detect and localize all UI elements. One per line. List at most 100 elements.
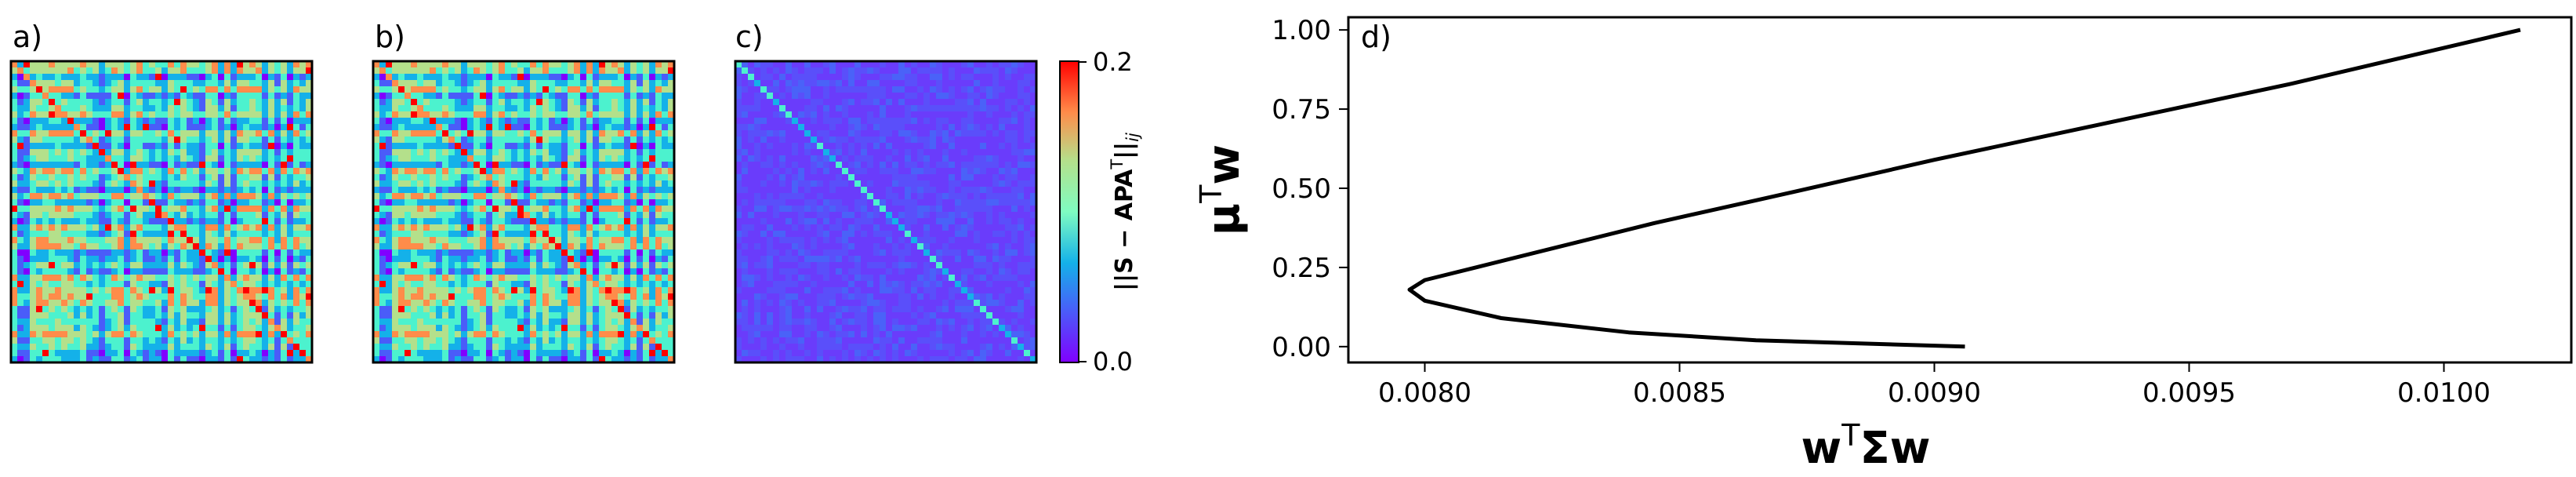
heatmap-cell [24, 281, 31, 288]
heatmap-cell [593, 162, 600, 169]
heatmap-cell [624, 162, 631, 169]
heatmap-cell [93, 231, 100, 238]
heatmap-cell [205, 262, 212, 269]
heatmap-cell [262, 218, 269, 225]
heatmap-cell [637, 243, 644, 250]
heatmap-cell [599, 312, 606, 319]
heatmap-cell [237, 105, 244, 112]
heatmap-cell [293, 124, 300, 131]
heatmap-cell [49, 193, 56, 200]
heatmap-cell [555, 67, 562, 75]
heatmap-cell [586, 67, 593, 75]
heatmap-cell [36, 149, 43, 156]
heatmap-cell [649, 293, 656, 300]
heatmap-cell [24, 224, 31, 231]
heatmap-cell [436, 67, 443, 75]
heatmap-cell [224, 137, 231, 144]
heatmap-cell [568, 86, 575, 93]
heatmap-cell [643, 262, 650, 269]
heatmap-cell [536, 187, 543, 194]
heatmap-cell [111, 168, 118, 175]
heatmap-cell [67, 268, 74, 275]
heatmap-cell [49, 86, 56, 93]
heatmap-cell [568, 312, 575, 319]
heatmap-cell [499, 155, 506, 162]
heatmap-cell [593, 105, 600, 112]
heatmap-cell [398, 237, 405, 244]
heatmap-cell [392, 93, 399, 100]
heatmap-cell [55, 111, 62, 118]
heatmap-cell [130, 61, 137, 68]
heatmap-cell [986, 67, 993, 75]
heatmap-cell [180, 325, 187, 332]
heatmap-cell [17, 168, 24, 175]
heatmap-cell [586, 287, 593, 294]
heatmap-cell [505, 137, 512, 144]
heatmap-cell [24, 199, 31, 206]
heatmap-cell [861, 99, 868, 106]
heatmap-cell [237, 180, 244, 188]
heatmap-cell [467, 344, 474, 351]
heatmap-cell [130, 256, 137, 263]
heatmap-cell [618, 168, 625, 175]
heatmap-cell [262, 300, 269, 307]
heatmap-cell [505, 212, 512, 219]
heatmap-cell [49, 162, 56, 169]
heatmap-cell [517, 180, 524, 188]
heatmap-cell [306, 187, 313, 194]
heatmap-cell [662, 319, 669, 326]
heatmap-cell [561, 93, 568, 100]
heatmap-cell [36, 206, 43, 213]
heatmap-cell [187, 143, 194, 150]
heatmap-cell [624, 61, 631, 68]
heatmap-cell [430, 268, 437, 275]
heatmap-cell [42, 243, 49, 250]
heatmap-cell [379, 325, 386, 332]
heatmap-cell [143, 319, 150, 326]
heatmap-cell [205, 287, 212, 294]
heatmap-cell [243, 262, 250, 269]
heatmap-cell [430, 93, 437, 100]
heatmap-cell [792, 80, 799, 87]
heatmap-cell [224, 218, 231, 225]
heatmap-cell [511, 149, 518, 156]
heatmap-cell [398, 124, 405, 131]
heatmap-cell [637, 249, 644, 257]
heatmap-cell [430, 231, 437, 238]
heatmap-cell [536, 168, 543, 175]
heatmap-cell [199, 243, 206, 250]
heatmap-cell [442, 137, 449, 144]
heatmap-cell [949, 80, 956, 87]
heatmap-cell [86, 287, 93, 294]
heatmap-cell [281, 319, 288, 326]
heatmap-cell [461, 300, 468, 307]
heatmap-cell [124, 224, 131, 231]
heatmap-cell [67, 300, 74, 307]
heatmap-cell [436, 80, 443, 87]
heatmap-cell [24, 124, 31, 131]
heatmap-cell [174, 143, 181, 150]
heatmap-cell [599, 300, 606, 307]
heatmap-cell [492, 350, 499, 357]
heatmap-cell [55, 224, 62, 231]
heatmap-cell [130, 187, 137, 194]
heatmap-cell [499, 74, 506, 81]
heatmap-cell [405, 93, 412, 100]
heatmap-cell [224, 212, 231, 219]
heatmap-cell [574, 137, 581, 144]
heatmap-cell [274, 74, 281, 81]
heatmap-cell [99, 275, 106, 282]
heatmap-cell [580, 174, 587, 181]
heatmap-cell [212, 256, 219, 263]
heatmap-cell [130, 268, 137, 275]
heatmap-cell [411, 137, 418, 144]
heatmap-cell [561, 168, 568, 175]
heatmap-cell [448, 162, 455, 169]
heatmap-cell [256, 306, 263, 313]
heatmap-cell [605, 61, 612, 68]
heatmap-cell [155, 319, 162, 326]
heatmap-cell [249, 155, 256, 162]
heatmap-cell [224, 93, 231, 100]
heatmap-cell [655, 180, 662, 188]
heatmap-cell [168, 99, 175, 106]
